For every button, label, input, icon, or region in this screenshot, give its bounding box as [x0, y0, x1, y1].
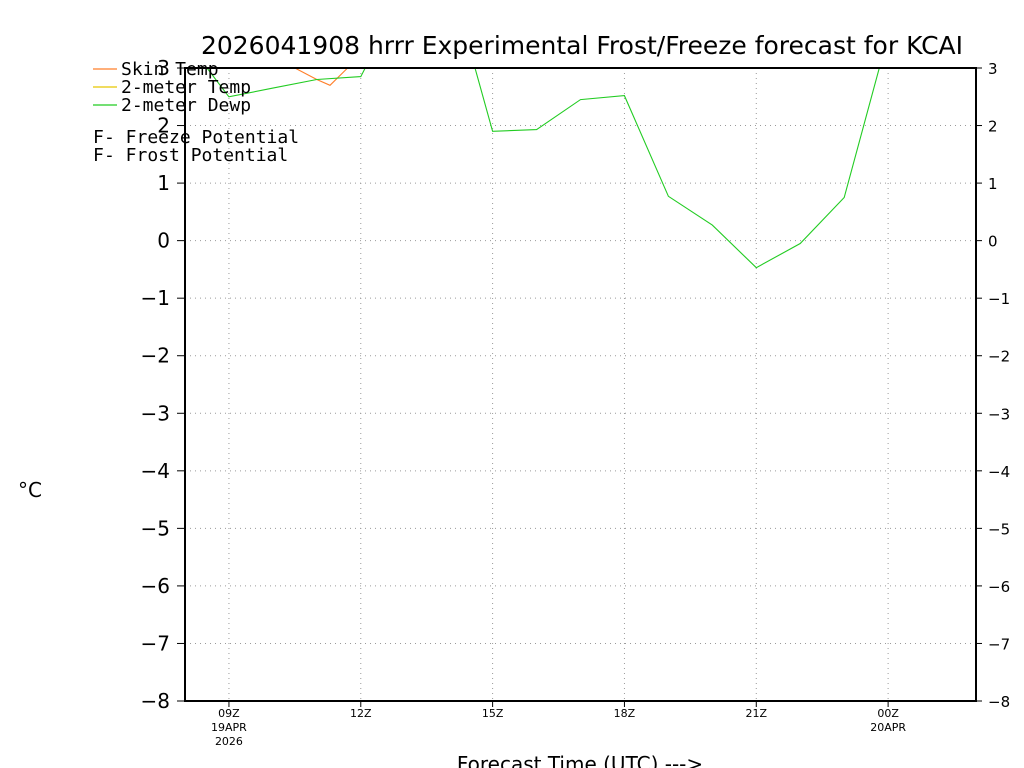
y-tick-label-right: 3 [988, 60, 998, 78]
y-tick-label-left: −1 [141, 286, 170, 310]
x-tick-label: 21Z [746, 707, 768, 720]
x-tick-date: 20APR [870, 721, 906, 734]
x-tick-year: 2026 [215, 735, 243, 748]
y-tick-label-right: −5 [988, 520, 1010, 538]
potential-symbol: F [93, 145, 104, 166]
legend-label: Skin Temp [121, 59, 219, 80]
y-tick-label-right: −4 [988, 463, 1010, 481]
y-tick-label-left: 0 [157, 229, 170, 253]
x-axis-label: Forecast Time (UTC) ---> [457, 752, 703, 768]
y-tick-label-right: 1 [988, 175, 998, 193]
series-lines [206, 68, 880, 269]
y-tick-label-right: −6 [988, 578, 1010, 596]
chart-title: 2026041908 hrrr Experimental Frost/Freez… [201, 31, 963, 60]
x-tick-label: 15Z [482, 707, 504, 720]
y-tick-label-left: −2 [141, 344, 170, 368]
series-line-skin-temp [294, 68, 348, 86]
series-line-2-meter-dewp [206, 68, 880, 269]
plot-frame [184, 67, 977, 702]
y-tick-label-left: 1 [157, 171, 170, 195]
x-tick-label: 12Z [350, 707, 372, 720]
grid [185, 68, 976, 701]
potential-label: - Freeze Potential [104, 127, 299, 148]
y-tick-label-right: −3 [988, 405, 1010, 423]
y-tick-label-left: −5 [141, 516, 170, 540]
potential-label: - Frost Potential [104, 145, 288, 166]
y-tick-label-right: 0 [988, 233, 998, 251]
x-tick-date: 19APR [211, 721, 247, 734]
y-tick-label-left: −6 [141, 574, 170, 598]
x-tick-label: 00Z [877, 707, 899, 720]
y-tick-label-left: 2 [157, 114, 170, 138]
x-tick-label: 18Z [614, 707, 636, 720]
y-tick-label-left: −8 [141, 689, 170, 713]
y-tick-label-right: −7 [988, 635, 1010, 653]
y-tick-label-right: 2 [988, 118, 998, 136]
y-tick-label-right: −8 [988, 693, 1010, 711]
potential-symbol: F [93, 127, 104, 148]
y-tick-label-right: −1 [988, 290, 1010, 308]
y-axis-label: °C [18, 478, 42, 502]
y-tick-label-left: −3 [141, 401, 170, 425]
legend-label: 2-meter Dewp [121, 95, 251, 116]
legend-label: 2-meter Temp [121, 77, 251, 98]
y-tick-label-right: −2 [988, 348, 1010, 366]
y-tick-label-left: −4 [141, 459, 170, 483]
y-axis-ticks: 3 3 2 2 1 1 0 0 −1 −1 −2 −2 −3 −3 −4 −4 −5 −5 −6 −6 −7 −7 −8 −8 [141, 56, 1011, 713]
y-tick-label-left: 3 [157, 56, 170, 80]
y-tick-label-left: −7 [141, 631, 170, 655]
x-tick-label: 09Z [218, 707, 240, 720]
